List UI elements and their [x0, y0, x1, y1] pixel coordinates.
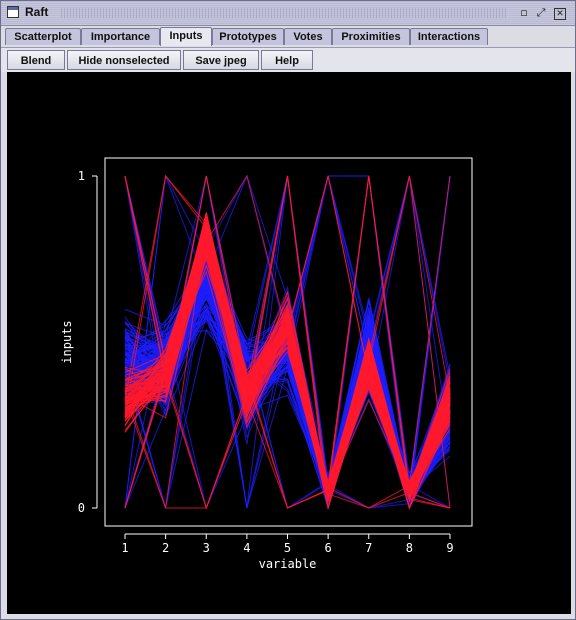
x-tick-label: 3	[203, 541, 210, 555]
tab-interactions[interactable]: Interactions	[410, 28, 488, 45]
tab-inputs[interactable]: Inputs	[160, 27, 212, 46]
title-bar[interactable]: Raft ▫ ⤢ ✕	[1, 1, 575, 26]
tab-proximities[interactable]: Proximities	[332, 28, 410, 45]
blend-button[interactable]: Blend	[7, 50, 65, 70]
help-button[interactable]: Help	[261, 50, 313, 70]
hide-nonselected-button[interactable]: Hide nonselected	[67, 50, 181, 70]
parallel-coordinates-chart[interactable]: 1 2 3 4 5 6 7 8 9 0 1 variable inputs	[7, 72, 571, 614]
tab-votes[interactable]: Votes	[284, 28, 332, 45]
maximize-icon[interactable]: ⤢	[536, 6, 546, 19]
y-tick-label: 0	[78, 501, 85, 515]
tab-scatterplot[interactable]: Scatterplot	[5, 28, 81, 45]
series-1-line	[124, 232, 451, 495]
x-tick-label: 1	[121, 541, 128, 555]
x-tick-label: 9	[446, 541, 453, 555]
series-0-line	[124, 175, 451, 509]
plot-frame	[104, 157, 473, 527]
save-jpeg-button[interactable]: Save jpeg	[183, 50, 259, 70]
axes: 1 2 3 4 5 6 7 8 9 0 1	[78, 169, 454, 555]
series-1-line	[124, 238, 451, 485]
x-tick-label: 6	[325, 541, 332, 555]
window-icon	[7, 6, 19, 18]
series-1-line	[124, 264, 451, 510]
tab-importance[interactable]: Importance	[81, 28, 160, 45]
x-tick-label: 8	[406, 541, 413, 555]
minimize-icon[interactable]: ▫	[520, 6, 528, 19]
window-title: Raft	[25, 5, 49, 19]
series-1-line	[124, 174, 451, 494]
x-axis-label: variable	[259, 557, 317, 571]
y-tick-label: 1	[78, 169, 85, 183]
x-tick-label: 5	[284, 541, 291, 555]
title-grip	[61, 8, 507, 18]
close-icon[interactable]: ✕	[554, 8, 566, 20]
x-tick-label: 4	[243, 541, 250, 555]
y-axis-label: inputs	[60, 320, 74, 363]
x-tick-label: 2	[162, 541, 169, 555]
toolbar: Blend Hide nonselected Save jpeg Help	[1, 47, 575, 72]
x-tick-label: 7	[365, 541, 372, 555]
plot-area[interactable]: 1 2 3 4 5 6 7 8 9 0 1 variable inputs	[7, 72, 571, 614]
data-lines	[124, 174, 451, 510]
tab-prototypes[interactable]: Prototypes	[212, 28, 284, 45]
